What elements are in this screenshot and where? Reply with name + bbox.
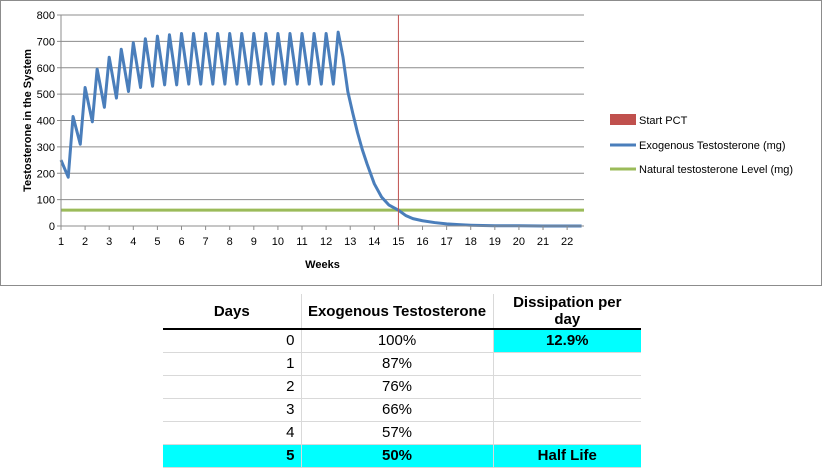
cell-half-life: Half Life [492,444,641,468]
table-header-row: Days Exogenous Testosterone Dissipation … [163,294,641,330]
x-tick-label: 7 [203,236,209,248]
x-tick-label: 16 [416,236,428,248]
cell-days: 2 [163,375,301,399]
x-tick-label: 15 [392,236,404,248]
header-dissipation: Dissipation per day [492,294,641,330]
y-tick-label: 600 [37,63,55,75]
x-tick-label: 1 [58,236,64,248]
header-exogenous: Exogenous Testosterone [300,294,493,330]
cell-days: 4 [163,421,301,445]
y-axis-title: Testosterone in the System [22,49,34,192]
y-tick-label: 800 [37,10,55,22]
cell-exogenous: 76% [300,375,493,399]
x-tick-label: 2 [82,236,88,248]
table-row: 3 66% [163,398,641,422]
y-tick-label: 500 [37,89,55,101]
y-tick-label: 400 [37,116,55,128]
legend: Start PCT Exogenous Testosterone (mg) Natu… [610,114,793,176]
gridlines [61,14,584,201]
y-tick-label: 100 [37,195,55,207]
x-tick-label: 4 [130,236,136,248]
cell-exogenous: 57% [300,421,493,445]
table-row-half-life: 5 50% Half Life [163,444,641,468]
x-tick-label: 19 [489,236,501,248]
cell-dissipation-rate: 12.9% [492,329,641,353]
legend-label: Start PCT [639,115,688,127]
table-row: 0 100% 12.9% [163,329,641,353]
legend-swatch [610,114,636,125]
x-tick-label: 17 [440,236,452,248]
x-tick-label: 22 [561,236,573,248]
y-axis: 0 100 200 300 400 500 600 700 800 [37,10,62,233]
series-exogenous-testosterone [59,30,582,228]
cell-dissipation [492,398,641,422]
x-tick-label: 14 [368,236,380,248]
x-tick-label: 6 [178,236,184,248]
legend-label: Natural testosterone Level (mg) [639,164,793,176]
table-row: 1 87% [163,352,641,376]
series-lines [59,15,584,228]
table-row: 2 76% [163,375,641,399]
cell-dissipation [492,375,641,399]
y-tick-label: 200 [37,168,55,180]
x-tick-label: 3 [106,236,112,248]
header-days: Days [163,294,301,330]
cell-days: 5 [163,444,301,468]
x-tick-label: 5 [154,236,160,248]
dissipation-table: Days Exogenous Testosterone Dissipation … [163,294,641,468]
x-tick-label: 18 [465,236,477,248]
x-axis: 1 2 3 4 5 6 7 8 9 10 11 12 13 14 15 16 17 18 19 20 21 22 [58,225,584,248]
cell-exogenous: 87% [300,352,493,376]
cell-dissipation [492,421,641,445]
cell-exogenous: 100% [300,329,493,353]
x-tick-label: 13 [344,236,356,248]
cell-days: 3 [163,398,301,422]
cell-dissipation [492,352,641,376]
x-tick-label: 9 [251,236,257,248]
x-axis-title: Weeks [305,259,340,271]
x-tick-label: 21 [537,236,549,248]
cell-days: 0 [163,329,301,353]
x-tick-label: 12 [320,236,332,248]
x-tick-label: 11 [296,236,307,248]
cell-exogenous: 66% [300,398,493,422]
x-tick-label: 8 [227,236,233,248]
x-tick-label: 20 [513,236,525,248]
chart-area [0,0,822,286]
y-tick-label: 300 [37,142,55,154]
y-tick-label: 0 [49,221,55,233]
legend-label: Exogenous Testosterone (mg) [639,140,786,152]
x-tick-label: 10 [272,236,284,248]
table-row: 4 57% [163,421,641,445]
cell-exogenous: 50% [300,444,493,468]
y-tick-label: 700 [37,36,55,48]
cell-days: 1 [163,352,301,376]
